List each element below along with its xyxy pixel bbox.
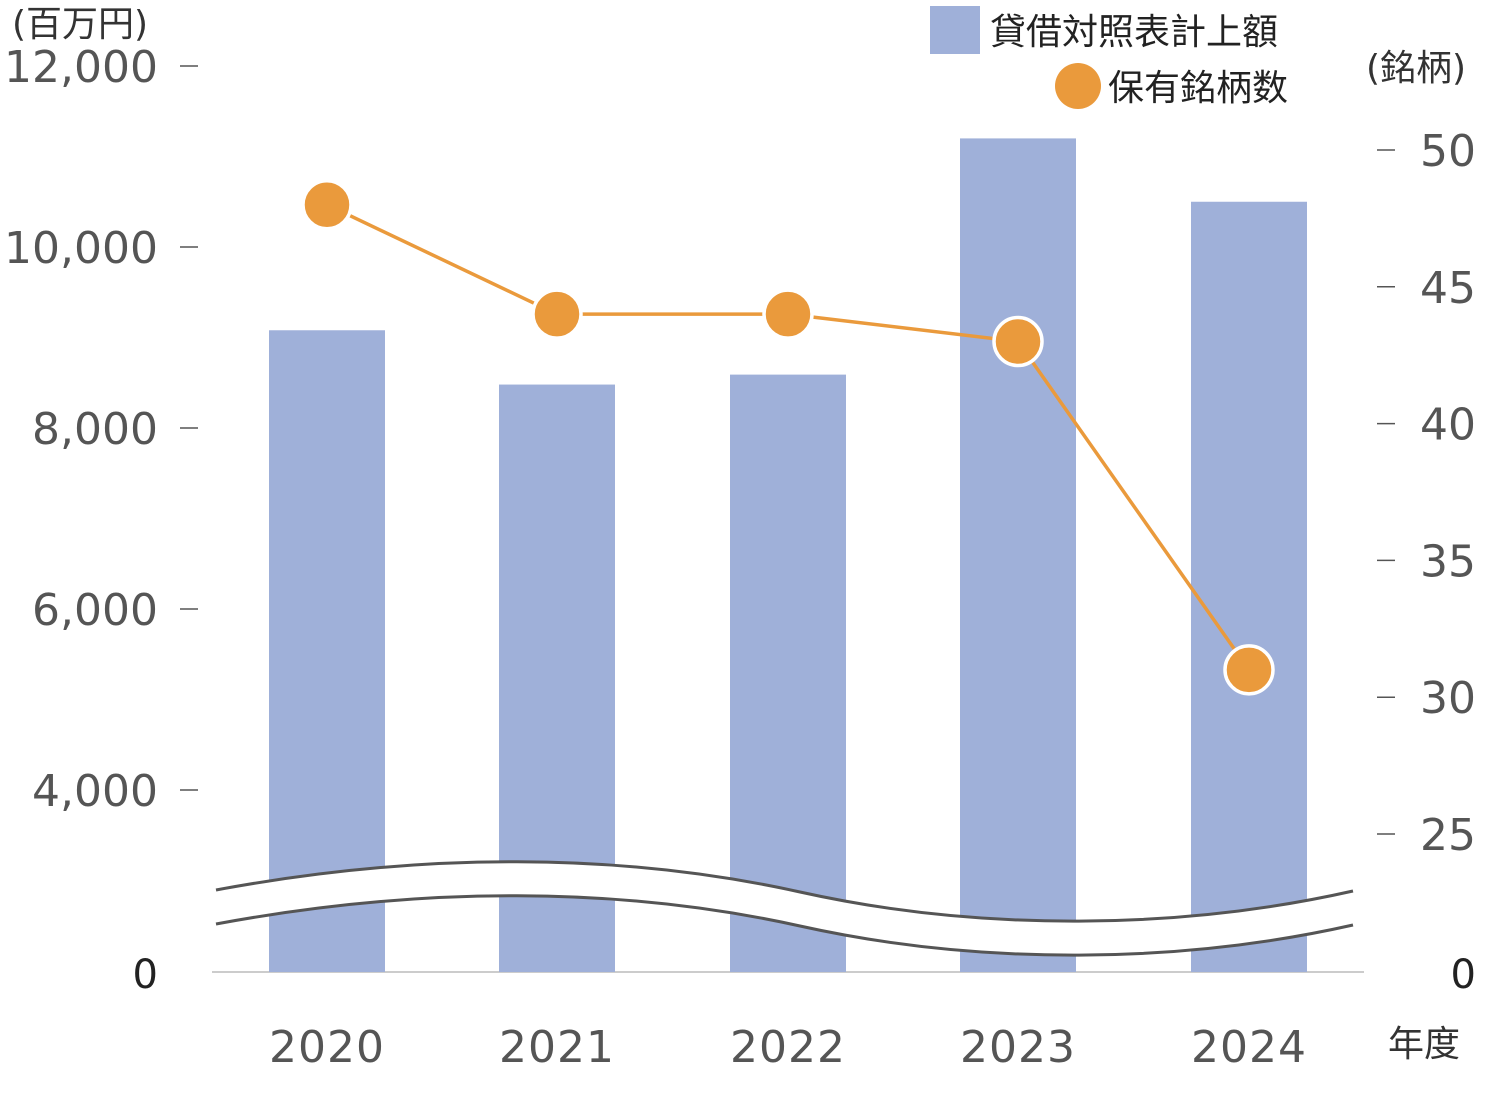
legend-bar-swatch bbox=[930, 6, 980, 54]
category-label: 2024 bbox=[1191, 1022, 1307, 1073]
left-axis-tick-label: 4,000 bbox=[32, 766, 158, 817]
right-axis-tick-label: 40 bbox=[1420, 400, 1476, 451]
x-axis-label: 年度 bbox=[1388, 1024, 1460, 1065]
left-axis-unit-label: (百万円) bbox=[12, 4, 148, 45]
line-point bbox=[301, 178, 353, 231]
axis-break-band bbox=[216, 861, 1353, 956]
left-axis-tick-label: 10,000 bbox=[4, 223, 158, 274]
axis-break-line-lower bbox=[215, 894, 1354, 957]
category-label: 2023 bbox=[960, 1022, 1076, 1073]
line-point bbox=[1223, 644, 1275, 696]
right-axis-tick-label: 30 bbox=[1420, 673, 1476, 724]
line-point bbox=[531, 288, 583, 340]
left-axis-tick-label: 12,000 bbox=[4, 42, 158, 93]
category-label: 2021 bbox=[499, 1022, 615, 1073]
right-axis-tick-label: 0 bbox=[1451, 952, 1476, 998]
category-labels: 2020 2021 2022 2023 2024 bbox=[269, 1022, 1307, 1073]
category-label: 2022 bbox=[730, 1022, 846, 1073]
category-label: 2020 bbox=[269, 1022, 385, 1073]
bar bbox=[960, 138, 1076, 972]
axis-break-line-upper bbox=[215, 860, 1354, 923]
left-axis-tick-label: 6,000 bbox=[32, 585, 158, 636]
bar bbox=[1191, 201, 1307, 972]
axes: 0 4,000 6,000 8,000 10,000 12,000 0 25 30 35 40 45 5… bbox=[4, 42, 1476, 998]
right-axis-unit-label: (銘柄) bbox=[1366, 48, 1466, 89]
axis-break bbox=[215, 860, 1354, 957]
bar bbox=[730, 374, 846, 973]
right-axis-tick-label: 35 bbox=[1420, 536, 1476, 587]
line-point bbox=[762, 288, 814, 340]
legend-line-label: 保有銘柄数 bbox=[1108, 68, 1288, 109]
line-series bbox=[301, 178, 1275, 696]
bars bbox=[269, 138, 1307, 973]
left-axis-tick-label: 0 bbox=[133, 952, 158, 998]
right-axis-tick-label: 25 bbox=[1420, 810, 1476, 861]
legend-line-marker bbox=[1055, 63, 1101, 109]
bar bbox=[269, 330, 385, 972]
legend: 貸借対照表計上額 保有銘柄数 bbox=[930, 6, 1288, 109]
left-axis-tick-label: 8,000 bbox=[32, 404, 158, 455]
right-axis-tick-label: 50 bbox=[1420, 126, 1476, 177]
line-point bbox=[992, 315, 1044, 368]
legend-bar-label: 貸借対照表計上額 bbox=[990, 12, 1278, 53]
right-axis-tick-label: 45 bbox=[1420, 263, 1476, 314]
